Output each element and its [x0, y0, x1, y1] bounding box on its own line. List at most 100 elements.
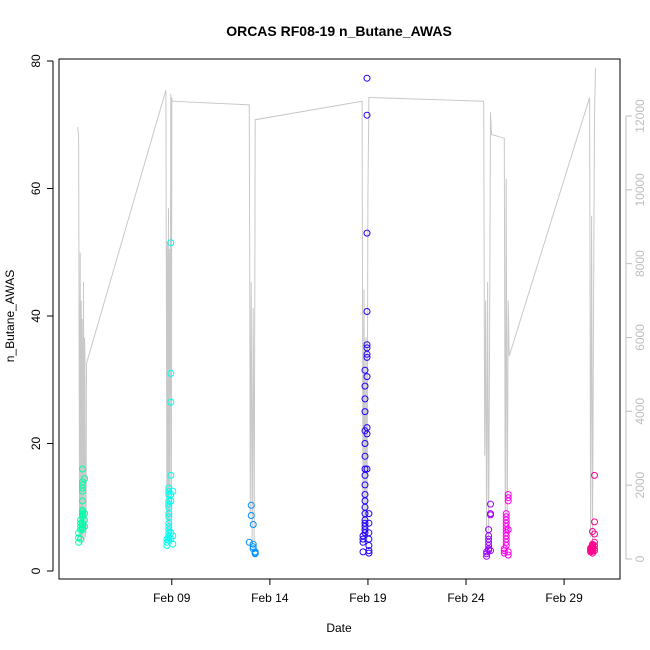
data-point — [361, 491, 369, 498]
data-point — [361, 440, 369, 447]
data-point — [361, 465, 369, 473]
data-point — [361, 481, 369, 489]
data-point — [365, 510, 373, 518]
series-rf10 — [245, 501, 259, 558]
data-point — [245, 538, 253, 546]
data-point — [487, 500, 494, 508]
data-point — [359, 548, 367, 556]
data-point — [363, 350, 371, 358]
data-point — [504, 491, 512, 498]
data-point — [81, 522, 88, 530]
data-point — [483, 552, 491, 560]
data-point — [591, 545, 598, 553]
y-tick-label: 80 — [29, 54, 43, 68]
data-point — [169, 487, 177, 495]
y-tick-label: 0 — [29, 567, 43, 574]
plot-frame — [58, 58, 621, 580]
data-point — [502, 513, 510, 521]
data-point — [363, 308, 371, 315]
y2-tick-label: 4000 — [633, 398, 647, 425]
data-point — [247, 501, 255, 509]
series-rf14 — [587, 471, 598, 557]
points-layer — [75, 74, 598, 560]
data-point — [361, 395, 369, 403]
y-tick-label: 20 — [29, 437, 43, 451]
x-tick-label: Feb 24 — [447, 591, 485, 605]
altitude-layer — [77, 67, 596, 545]
altitude-line — [77, 67, 596, 545]
axes-layer: 0 20 40 60 80 Feb 09 Feb 14 Feb 19 Feb 24 Feb 29 0… — [29, 54, 647, 605]
data-point — [502, 510, 510, 518]
data-point — [504, 526, 512, 534]
y-axis-label: n_Butane_AWAS — [3, 270, 17, 363]
y2-tick-label: 6000 — [633, 324, 647, 351]
data-point — [363, 465, 371, 473]
series-rf13 — [500, 491, 512, 559]
data-point — [77, 535, 85, 543]
y2-tick-label: 12000 — [633, 99, 647, 133]
data-point — [591, 547, 598, 555]
data-point — [361, 366, 369, 374]
y2-tick-label: 8000 — [633, 250, 647, 277]
data-point — [165, 536, 173, 544]
data-point — [249, 521, 257, 528]
series-rf09 — [163, 239, 177, 549]
data-point — [361, 519, 369, 527]
y-tick-label: 60 — [29, 182, 43, 196]
data-point — [167, 369, 175, 377]
data-point — [504, 551, 512, 559]
data-point — [363, 111, 371, 119]
data-point — [363, 341, 371, 349]
data-point — [247, 512, 255, 519]
data-point — [167, 239, 175, 247]
data-point — [361, 408, 369, 416]
data-point — [165, 513, 173, 521]
data-point — [591, 518, 598, 526]
y-tick-label: 40 — [29, 309, 43, 323]
data-point — [365, 519, 373, 527]
data-point — [485, 526, 493, 534]
data-point — [485, 535, 493, 543]
data-point — [365, 549, 373, 557]
data-point — [500, 549, 508, 557]
x-tick-label: Feb 09 — [153, 591, 191, 605]
data-point — [365, 547, 373, 555]
data-point — [504, 548, 512, 556]
data-point — [591, 471, 598, 479]
data-point — [81, 475, 88, 483]
data-point — [487, 547, 494, 555]
data-point — [249, 540, 257, 548]
data-point — [167, 471, 175, 479]
x-tick-label: Feb 19 — [349, 591, 387, 605]
series-rf08 — [75, 465, 88, 546]
data-point — [363, 353, 371, 361]
x-tick-label: Feb 29 — [545, 591, 583, 605]
data-point — [591, 542, 598, 549]
chart-title: ORCAS RF08-19 n_Butane_AWAS — [226, 23, 452, 39]
x-axis-label: Date — [326, 621, 352, 635]
data-point — [363, 373, 371, 381]
data-point — [487, 510, 494, 518]
data-point — [363, 229, 371, 237]
y2-tick-label: 10000 — [633, 173, 647, 207]
data-point — [361, 452, 369, 460]
data-point — [169, 532, 177, 540]
series-rf12 — [483, 500, 494, 560]
data-point — [165, 522, 173, 530]
data-point — [79, 481, 86, 489]
data-point — [79, 497, 86, 505]
data-point — [591, 530, 598, 538]
y2-tick-label: 2000 — [633, 471, 647, 498]
data-point — [365, 529, 373, 537]
data-point — [363, 74, 371, 82]
series-rf11 — [359, 74, 373, 557]
data-point — [361, 382, 369, 390]
data-point — [79, 465, 86, 473]
data-point — [169, 540, 177, 548]
data-point — [504, 494, 512, 502]
data-point — [251, 550, 259, 558]
data-point — [167, 398, 175, 406]
data-point — [363, 430, 371, 438]
y2-tick-label: 0 — [633, 555, 647, 562]
